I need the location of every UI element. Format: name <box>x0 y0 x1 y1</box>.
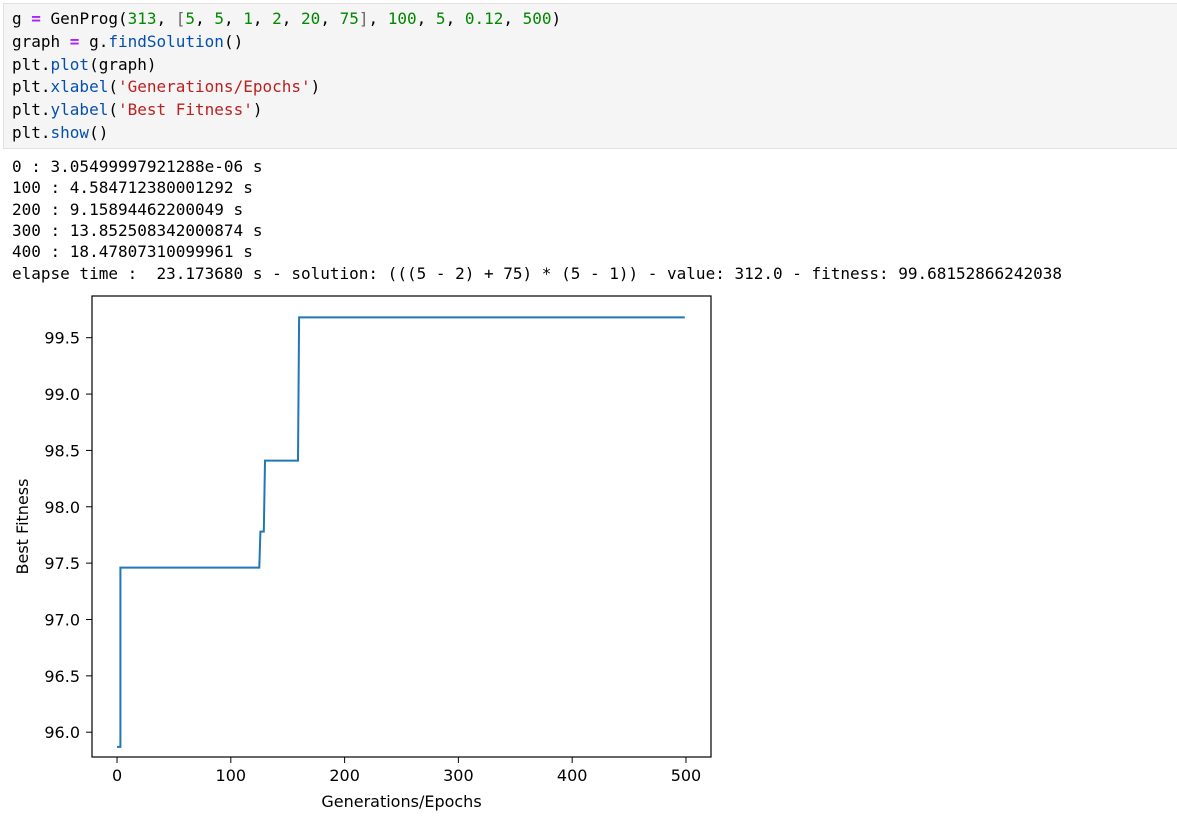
code-token: , <box>195 9 215 28</box>
code-line[interactable]: plt.plot(graph) <box>12 54 157 76</box>
x-tick-label: 300 <box>443 766 474 785</box>
output-line: 300 : 13.852508342000874 s <box>12 220 263 240</box>
x-tick-label: 0 <box>112 766 122 785</box>
output-line: 0 : 3.05499997921288e-06 s <box>12 157 263 176</box>
output-line: 400 : 18.47807310099961 s <box>12 242 253 262</box>
output-line: 100 : 4.584712380001292 s <box>12 178 253 198</box>
code-token: plt. <box>12 123 51 142</box>
output-line: elapse time : 23.173680 s - solution: ((… <box>12 263 1062 283</box>
code-cell[interactable]: g = GenProg(313, [5, 5, 1, 2, 20, 75], 1… <box>3 3 1177 149</box>
code-token: 20 <box>301 9 321 28</box>
code-token: show <box>50 123 90 142</box>
code-token: ] <box>358 9 369 28</box>
code-line[interactable]: g = GenProg(313, [5, 5, 1, 2, 20, 75], 1… <box>12 8 561 30</box>
code-token: plt. <box>12 77 51 97</box>
code-token: , <box>252 9 273 28</box>
series-line <box>117 316 685 748</box>
code-token: [ <box>175 9 186 28</box>
y-tick-label: 97.0 <box>44 610 80 629</box>
x-tick-label: 100 <box>216 766 247 785</box>
code-token: , <box>156 9 176 28</box>
y-tick-label: 99.0 <box>44 385 80 404</box>
code-token: 2 <box>272 9 282 28</box>
y-tick-label: 96.5 <box>44 667 80 686</box>
x-axis-label: Generations/Epochs <box>321 792 481 811</box>
code-token: 100 <box>387 9 417 28</box>
code-token: ( <box>108 100 118 120</box>
code-token: 'Generations/Epochs' <box>117 77 311 97</box>
code-token: , <box>320 9 340 28</box>
code-token: plt. <box>12 100 51 120</box>
code-token: , <box>445 9 465 28</box>
y-tick-label: 98.0 <box>44 498 80 517</box>
code-token: 'Best Fitness' <box>117 100 253 120</box>
code-token: = <box>31 9 41 28</box>
code-line[interactable]: plt.show() <box>12 122 108 144</box>
x-tick-label: 500 <box>671 766 702 785</box>
code-token: ) <box>551 9 562 28</box>
code-token: 1 <box>243 9 253 28</box>
fitness-chart: 0 100 200 300 400 500 96.0 96.5 97.0 97.5 98.0 98.5… <box>13 295 712 811</box>
code-token: xlabel <box>50 77 109 97</box>
x-tick-label: 400 <box>557 766 588 785</box>
code-line[interactable]: graph = g.findSolution() <box>12 31 243 53</box>
code-token: 0.12 <box>464 9 504 28</box>
code-token: () <box>223 31 244 51</box>
code-token: , <box>368 9 388 28</box>
code-token: () <box>89 123 109 142</box>
y-tick-label: 98.5 <box>44 441 80 460</box>
code-line[interactable]: plt.ylabel('Best Fitness') <box>12 99 262 121</box>
code-token: (graph) <box>89 54 157 74</box>
output-line: 200 : 9.15894462200049 s <box>12 199 244 219</box>
code-token: , <box>416 9 436 28</box>
y-axis-label: Best Fitness <box>13 479 32 575</box>
y-tick-label: 96.0 <box>44 723 80 742</box>
code-token: , <box>281 9 302 28</box>
code-token: ylabel <box>50 100 109 120</box>
code-line[interactable]: plt.xlabel('Generations/Epochs') <box>12 76 320 98</box>
code-token: findSolution <box>108 31 224 51</box>
plot-frame <box>91 295 712 758</box>
y-tick-label: 97.5 <box>44 554 80 573</box>
code-token: g. <box>79 31 109 51</box>
code-token: 313 <box>127 9 157 28</box>
code-token: 5 <box>214 9 224 28</box>
code-token: graph <box>12 31 70 51</box>
code-token: plt. <box>12 54 51 74</box>
code-token: 5 <box>435 9 446 28</box>
code-token: = <box>69 31 80 51</box>
code-token: ) <box>252 100 263 120</box>
code-token: ( <box>108 77 118 97</box>
code-token: 5 <box>185 9 196 28</box>
code-token: 500 <box>522 9 552 28</box>
code-token: GenProg( <box>40 9 128 28</box>
code-token: g <box>12 9 32 28</box>
y-tick-label: 99.5 <box>44 329 80 348</box>
code-token: ) <box>310 77 321 97</box>
code-token: plot <box>50 54 90 74</box>
code-token: , <box>223 9 244 28</box>
code-token: , <box>503 9 523 28</box>
x-tick-label: 200 <box>329 766 360 785</box>
code-token: 75 <box>339 9 359 28</box>
